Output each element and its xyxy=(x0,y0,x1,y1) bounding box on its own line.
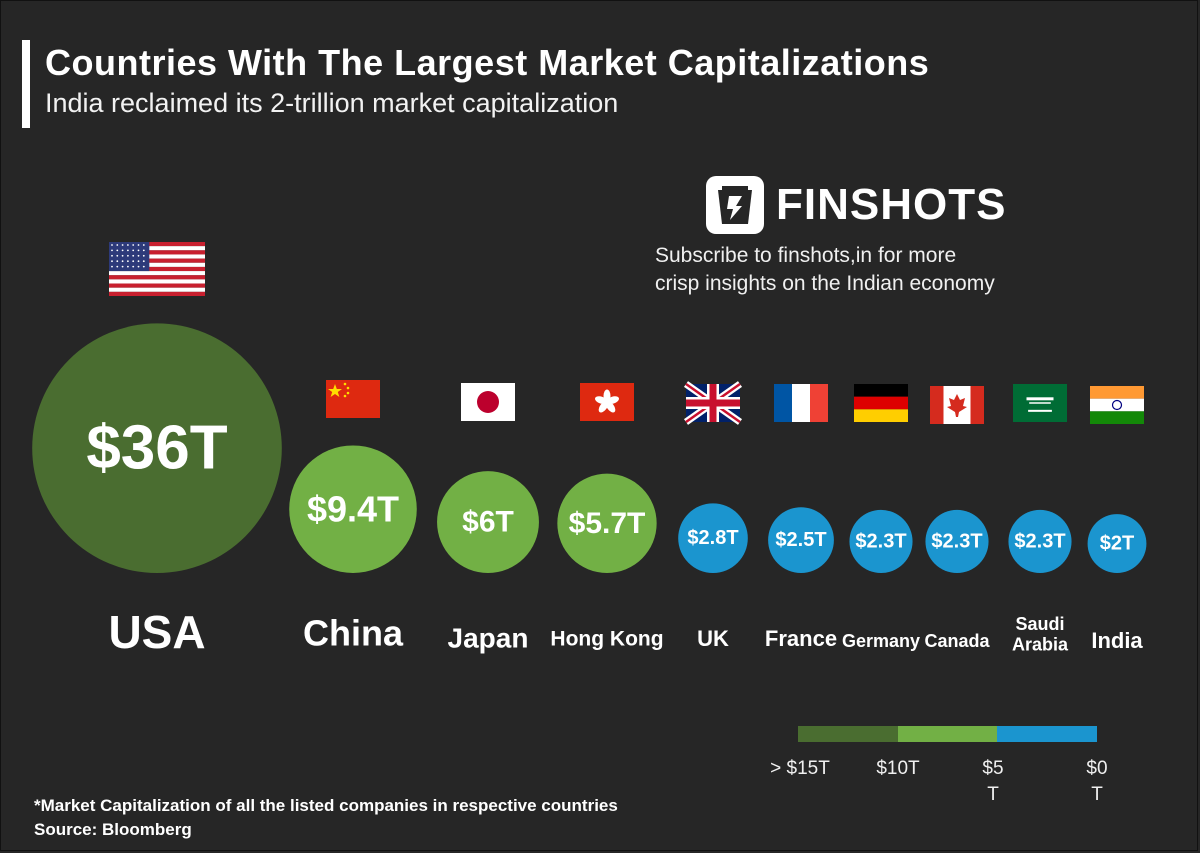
japan-flag-icon xyxy=(461,383,515,421)
value-label-india: $2T xyxy=(1100,533,1134,555)
value-label-france: $2.5T xyxy=(775,529,826,551)
finshots-logo-icon xyxy=(706,176,764,234)
country-label-saudi-arabia: Saudi Arabia xyxy=(1012,614,1069,655)
country-label-germany: Germany xyxy=(842,631,920,651)
flags-layer xyxy=(109,242,1144,425)
legend-tick-label: $5 T xyxy=(982,758,1004,805)
country-label-japan: Japan xyxy=(448,622,529,653)
source-note: Source: Bloomberg xyxy=(34,820,192,839)
country-label-usa: USA xyxy=(108,606,205,658)
value-label-china: $9.4T xyxy=(307,489,399,530)
value-label-japan: $6T xyxy=(462,506,514,539)
value-label-uk: $2.8T xyxy=(687,527,738,549)
legend-swatch-1 xyxy=(898,726,998,742)
chart-title: Countries With The Largest Market Capita… xyxy=(45,42,930,83)
value-label-germany: $2.3T xyxy=(855,530,906,552)
bubble-hong-kong xyxy=(557,473,657,573)
uk-flag-icon xyxy=(683,381,743,425)
bubble-usa xyxy=(32,323,282,573)
hong-kong-flag-icon xyxy=(580,383,634,421)
brand-name: FINSHOTS xyxy=(776,180,1007,229)
value-label-saudi-arabia: $2.3T xyxy=(1014,530,1065,552)
bubble-saudi-arabia xyxy=(1008,509,1072,573)
value-label-hong-kong: $5.7T xyxy=(569,507,646,540)
chart-subtitle: India reclaimed its 2-trillion market ca… xyxy=(45,88,619,118)
germany-flag-icon xyxy=(854,384,908,422)
value-label-usa: $36T xyxy=(86,414,227,483)
bubble-china xyxy=(289,445,417,573)
bubble-canada xyxy=(925,509,989,573)
title-accent-bar xyxy=(22,40,30,128)
country-label-france: France xyxy=(765,626,837,651)
bubble-japan xyxy=(437,471,539,573)
us-flag-icon xyxy=(109,242,205,296)
saudi-arabia-flag-icon xyxy=(1013,384,1067,422)
bubble-france xyxy=(768,507,834,573)
china-flag-icon xyxy=(326,380,380,418)
country-label-hong-kong: Hong Kong xyxy=(550,628,663,651)
country-labels-layer: USA China Japan Hong Kong UK France Germany Can… xyxy=(108,606,1143,658)
value-label-canada: $2.3T xyxy=(931,530,982,552)
india-flag-icon xyxy=(1090,386,1144,424)
country-label-canada: Canada xyxy=(924,631,990,651)
country-label-india: India xyxy=(1091,628,1143,653)
bubble-uk xyxy=(678,503,748,573)
bubbles-layer: $36T $9.4T $6T $5.7T $2.8T $2.5T $2.3T $2.3T $2.… xyxy=(32,323,1147,573)
footnote: *Market Capitalization of all the listed… xyxy=(34,796,618,815)
legend-tick-label: $10T xyxy=(876,758,920,779)
canada-flag-icon xyxy=(930,386,984,424)
legend-swatch-2 xyxy=(997,726,1097,742)
country-label-uk: UK xyxy=(697,626,729,651)
country-label-china: China xyxy=(303,613,404,654)
bubble-germany xyxy=(849,509,913,573)
france-flag-icon xyxy=(774,384,828,422)
legend-swatch-0 xyxy=(798,726,898,742)
legend-tick-label: > $15T xyxy=(770,758,830,779)
bubble-india xyxy=(1087,514,1147,573)
promo-text: Subscribe to finshots,in for more crisp … xyxy=(655,244,995,295)
legend-tick-label: $0 T xyxy=(1086,758,1108,805)
